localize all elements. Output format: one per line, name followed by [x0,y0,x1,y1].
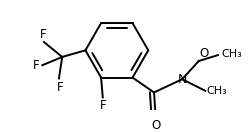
Text: F: F [33,59,40,72]
Text: F: F [57,81,64,94]
Text: CH₃: CH₃ [206,86,227,96]
Text: F: F [100,99,106,112]
Text: F: F [40,28,47,41]
Text: O: O [200,47,209,60]
Text: O: O [151,119,160,132]
Text: N: N [177,73,187,86]
Text: CH₃: CH₃ [221,49,242,59]
